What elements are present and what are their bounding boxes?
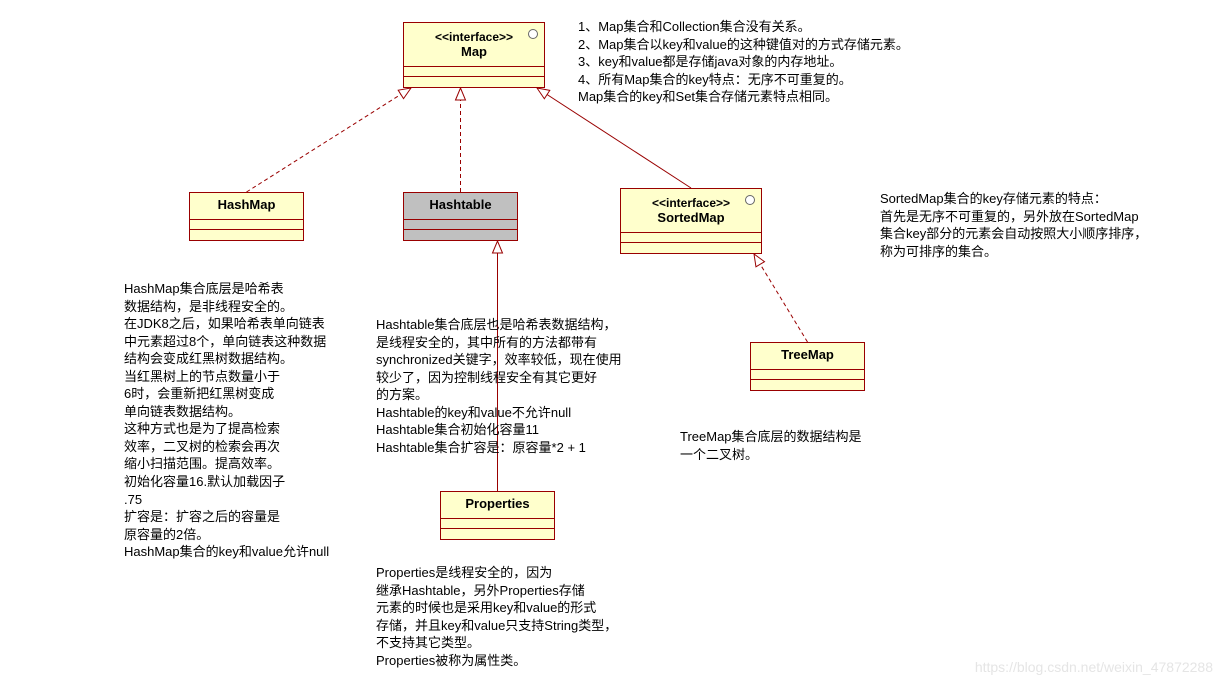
name-sortedmap: SortedMap <box>629 210 753 228</box>
name-map: Map <box>412 44 536 62</box>
note-map_note: 1、Map集合和Collection集合没有关系。 2、Map集合以key和va… <box>578 18 909 106</box>
uml-box-map: <<interface>>Map <box>403 22 545 88</box>
name-hashtable: Hashtable <box>412 197 509 215</box>
uml-box-properties: Properties <box>440 491 555 540</box>
uml-box-hashmap: HashMap <box>189 192 304 241</box>
stereo-map: <<interface>> <box>412 27 536 44</box>
uml-box-sortedmap: <<interface>>SortedMap <box>620 188 762 254</box>
iface-circle-sortedmap <box>745 195 755 205</box>
note-sorted_note: SortedMap集合的key存储元素的特点： 首先是无序不可重复的，另外放在S… <box>880 190 1147 260</box>
note-treemap_note: TreeMap集合底层的数据结构是 一个二叉树。 <box>680 428 862 463</box>
name-hashmap: HashMap <box>198 197 295 215</box>
stereo-sortedmap: <<interface>> <box>629 193 753 210</box>
edge-hashmap-map <box>247 88 412 192</box>
uml-box-hashtable: Hashtable <box>403 192 518 241</box>
watermark: https://blog.csdn.net/weixin_47872288 <box>975 659 1213 675</box>
name-treemap: TreeMap <box>759 347 856 365</box>
edge-treemap-sortedmap <box>754 254 808 342</box>
iface-circle-map <box>528 29 538 39</box>
uml-box-treemap: TreeMap <box>750 342 865 391</box>
note-hashtable_note: Hashtable集合底层也是哈希表数据结构， 是线程安全的，其中所有的方法都带… <box>376 316 622 456</box>
name-properties: Properties <box>449 496 546 514</box>
note-properties_note: Properties是线程安全的，因为 继承Hashtable，另外Proper… <box>376 564 617 669</box>
note-hashmap_note: HashMap集合底层是哈希表 数据结构，是非线程安全的。 在JDK8之后，如果… <box>124 280 329 561</box>
